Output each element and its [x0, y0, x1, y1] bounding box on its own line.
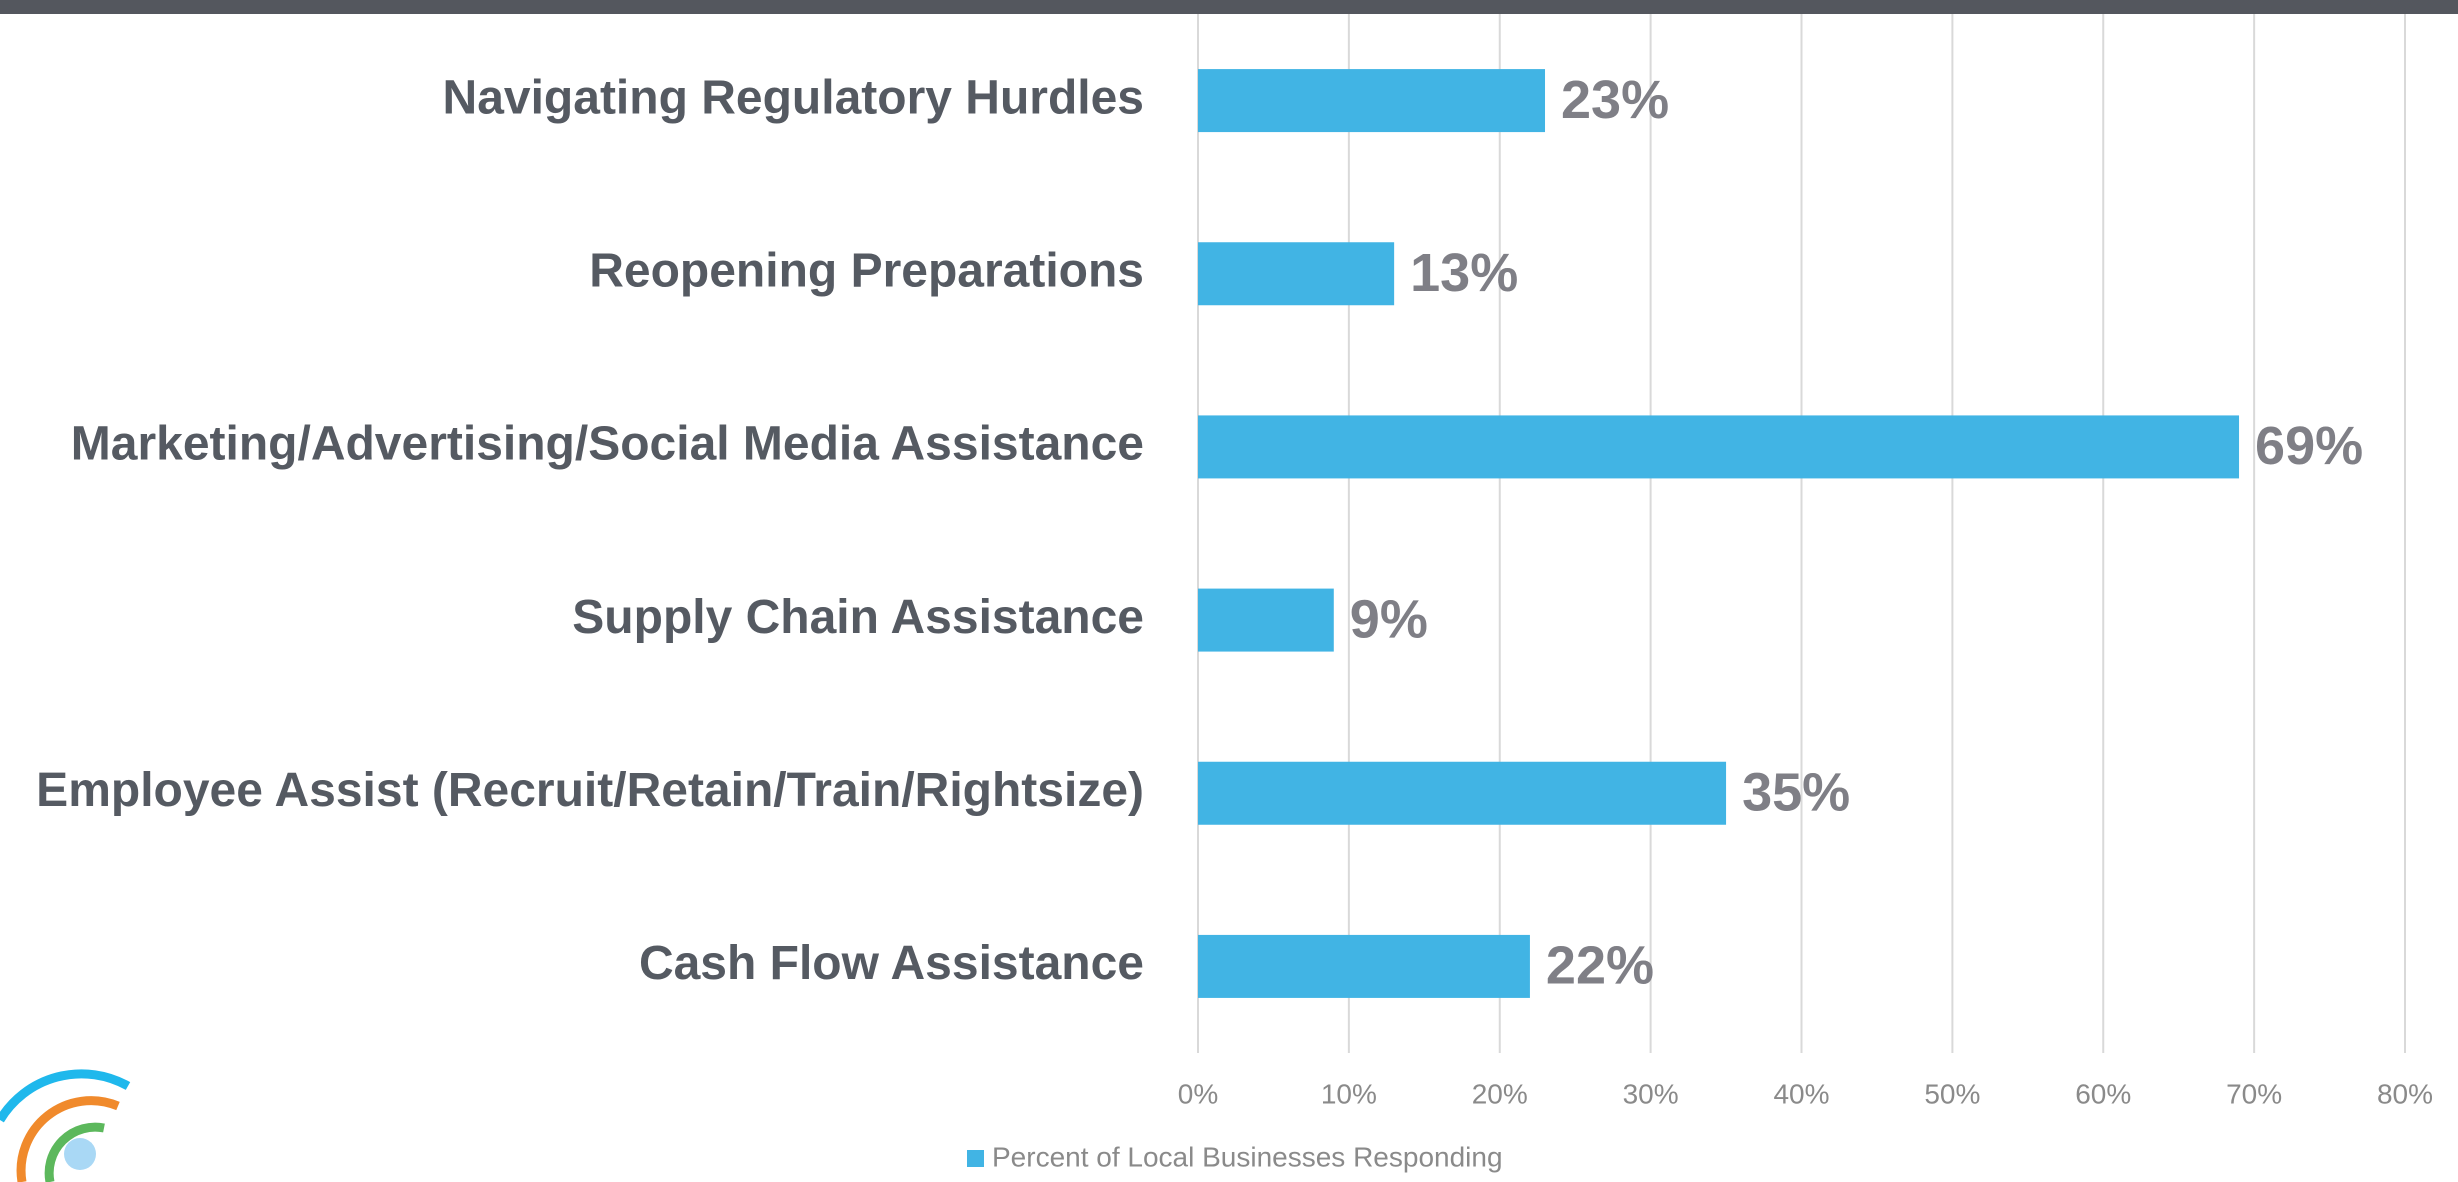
bar [1198, 69, 1546, 133]
x-tick-label: 0% [1178, 1078, 1218, 1109]
category-label: Marketing/Advertising/Social Media Assis… [71, 418, 1144, 471]
value-label: 22% [1546, 936, 1654, 996]
bar [1198, 934, 1530, 998]
category-label: Supply Chain Assistance [572, 591, 1144, 644]
category-label: Employee Assist (Recruit/Retain/Train/Ri… [36, 764, 1144, 817]
x-tick-label: 50% [1924, 1078, 1980, 1109]
logo [0, 1069, 131, 1182]
x-tick-label: 30% [1623, 1078, 1679, 1109]
x-tick-label: 70% [2226, 1078, 2282, 1109]
x-tick-label: 80% [2377, 1078, 2433, 1109]
x-tick-label: 20% [1472, 1078, 1528, 1109]
category-label: Navigating Regulatory Hurdles [443, 71, 1144, 124]
legend-swatch [967, 1150, 984, 1167]
category-label: Reopening Preparations [589, 244, 1144, 297]
value-label: 35% [1742, 763, 1850, 823]
x-tick-label: 40% [1773, 1078, 1829, 1109]
bar [1198, 761, 1727, 825]
bar [1198, 588, 1334, 652]
value-label: 13% [1410, 243, 1518, 303]
bar [1198, 242, 1395, 306]
value-label: 23% [1561, 70, 1669, 130]
bar [1198, 415, 2240, 479]
category-label: Cash Flow Assistance [639, 937, 1144, 990]
legend-label: Percent of Local Businesses Responding [992, 1141, 1503, 1172]
value-label: 9% [1350, 589, 1428, 649]
top-band [0, 0, 2458, 14]
x-tick-label: 60% [2075, 1078, 2131, 1109]
value-label: 69% [2255, 416, 2363, 476]
x-tick-label: 10% [1321, 1078, 1377, 1109]
